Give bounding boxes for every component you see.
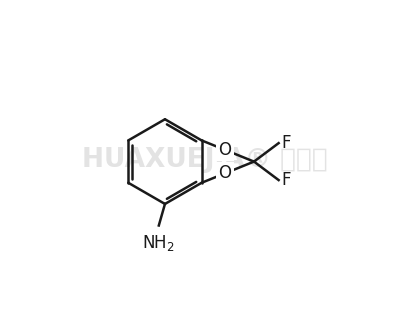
Text: NH$_2$: NH$_2$ [142, 233, 175, 253]
Text: O: O [218, 141, 231, 159]
Text: O: O [218, 164, 231, 182]
Text: F: F [282, 171, 291, 189]
Text: HUAXUEJIA® 化学加: HUAXUEJIA® 化学加 [82, 147, 328, 173]
Text: F: F [282, 134, 291, 152]
